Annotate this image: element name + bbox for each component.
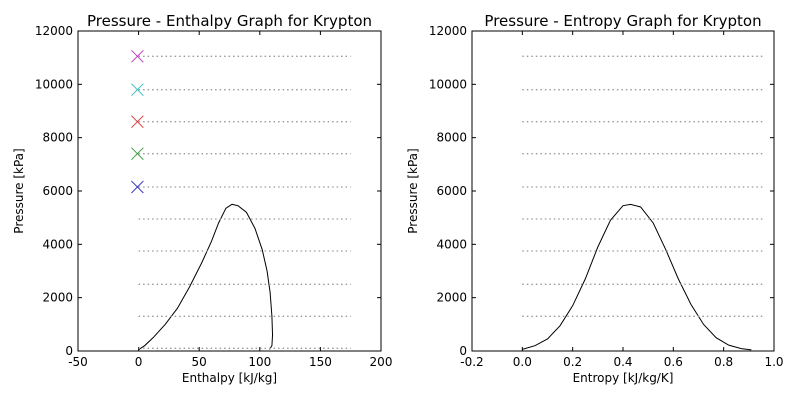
x-tick-label: 0.4 [613,355,632,369]
y-tick-label: 2000 [42,291,73,305]
x-axis-label: Enthalpy [kJ/kg] [182,371,277,385]
y-tick-label: 12000 [429,24,467,38]
x-marker-stroke [131,115,144,129]
y-tick-label: 0 [459,344,467,358]
x-tick-label: 200 [370,355,393,369]
y-tick-label: 10000 [429,77,467,91]
x-tick-label: 150 [309,355,332,369]
y-tick-label: 6000 [42,184,73,198]
x-marker [131,49,144,63]
x-tick-label: 1.0 [764,355,783,369]
chart-panel-1: Pressure - Enthalpy Graph for Krypton -50… [12,12,392,385]
x-marker-stroke [131,180,144,194]
y-tick-label: 10000 [35,77,73,91]
plot-frame [471,30,775,352]
chart-title: Pressure - Enthalpy Graph for Krypton [87,12,372,30]
y-tick-label: 2000 [436,291,467,305]
x-tick-label: 100 [248,355,271,369]
x-marker [131,180,144,194]
x-marker-stroke [131,147,144,161]
x-tick-label: -0.2 [460,355,483,369]
y-tick-label: 4000 [42,237,73,251]
y-tick-label: 4000 [436,237,467,251]
x-marker-stroke [131,49,144,63]
saturation-dome-curve [138,203,274,351]
y-tick-label: 8000 [42,131,73,145]
x-tick-label: -50 [68,355,88,369]
x-marker [131,115,144,129]
x-marker [131,147,144,161]
saturation-dome-curve [522,203,752,351]
y-tick-label: 8000 [436,131,467,145]
y-tick-label: 0 [65,344,73,358]
x-marker [131,83,144,97]
x-tick-label: 50 [192,355,207,369]
y-axis-label: Pressure [kPa] [12,148,26,233]
chart-title: Pressure - Entropy Graph for Krypton [484,12,761,30]
x-tick-label: 0.6 [664,355,683,369]
y-tick-label: 6000 [436,184,467,198]
x-axis-label: Entropy [kJ/kg/K] [573,371,674,385]
y-tick-label: 12000 [35,24,73,38]
x-tick-label: 0 [135,355,143,369]
x-tick-label: 0.8 [714,355,733,369]
plot-frame [77,30,382,352]
y-axis-label: Pressure [kPa] [406,148,420,233]
x-marker-stroke [131,83,144,97]
chart-panel-2: Pressure - Entropy Graph for Krypton -0.2… [406,12,784,385]
x-tick-label: 0.0 [513,355,532,369]
x-tick-label: 0.2 [563,355,582,369]
